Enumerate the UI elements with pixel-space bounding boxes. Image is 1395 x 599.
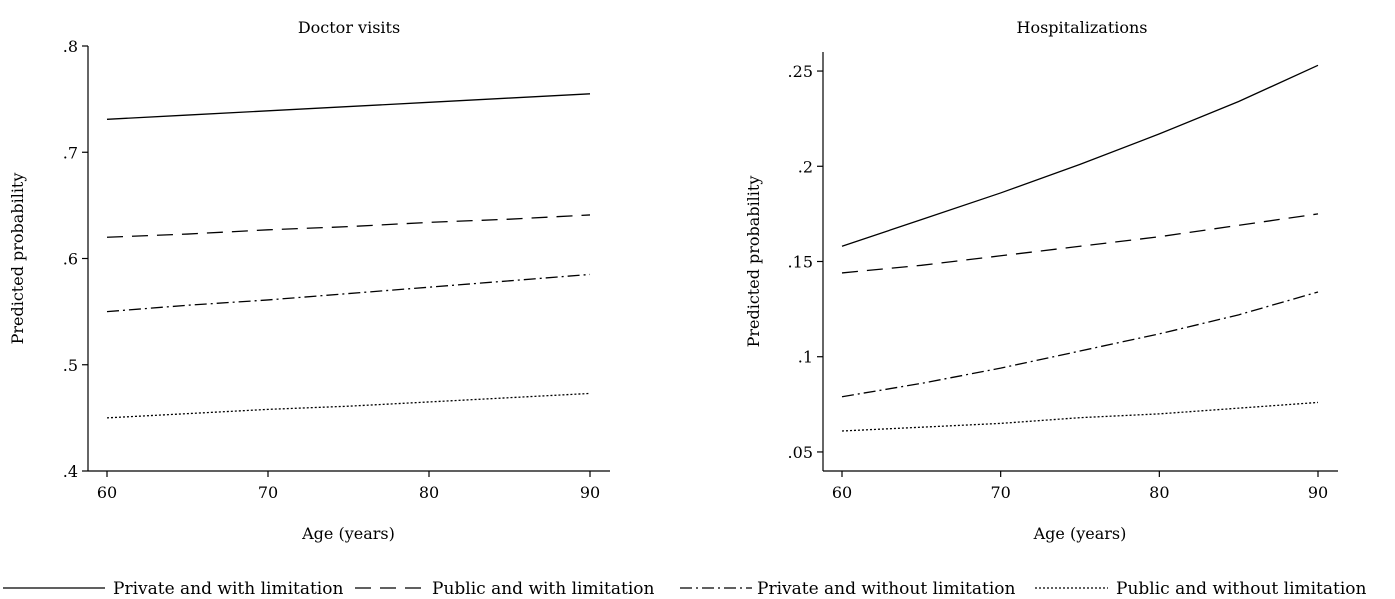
legend-label: Public and without limitation bbox=[1116, 579, 1367, 599]
legend-label: Private and with limitation bbox=[113, 579, 343, 599]
series-line-dotted bbox=[841, 401, 1319, 432]
series-line-dotted bbox=[106, 392, 591, 419]
hospitalizations-panel: Hospitalizations .05 .1 .15 .2 .25 60 70 80 90 Age… bbox=[744, 18, 1338, 543]
y-tick-label: .1 bbox=[798, 348, 813, 367]
y-tick-label: .25 bbox=[788, 62, 813, 81]
series-line-dashed bbox=[841, 213, 1319, 274]
y-tick-label: .05 bbox=[788, 443, 813, 462]
y-tick-label: .15 bbox=[788, 253, 813, 272]
y-tick-label: .2 bbox=[798, 157, 813, 176]
series-line-solid bbox=[841, 64, 1319, 247]
legend: Private and with limitation Public and wi… bbox=[3, 579, 1367, 599]
series-line-dashdot bbox=[841, 291, 1319, 398]
doctor-visits-panel: Doctor visits .4 .5 .6 .7 .8 60 70 80 90 Age (year… bbox=[8, 18, 610, 543]
series-line-solid bbox=[106, 93, 591, 120]
legend-label: Private and without limitation bbox=[757, 579, 1015, 599]
y-tick-label: .8 bbox=[63, 37, 78, 56]
x-tick-label: 80 bbox=[419, 483, 439, 502]
x-tick-label: 70 bbox=[990, 483, 1010, 502]
series-line-dashdot bbox=[106, 273, 591, 313]
x-tick-label: 90 bbox=[580, 483, 600, 502]
chart-title: Hospitalizations bbox=[1016, 18, 1147, 37]
y-tick-label: .5 bbox=[63, 356, 78, 375]
y-axis-label: Predicted probability bbox=[744, 176, 763, 348]
y-tick-label: .4 bbox=[63, 462, 78, 481]
y-axis-label: Predicted probability bbox=[8, 173, 27, 345]
y-tick-label: .7 bbox=[63, 143, 78, 162]
x-tick-label: 70 bbox=[258, 483, 278, 502]
series-line-dashed bbox=[106, 214, 591, 238]
x-tick-label: 60 bbox=[832, 483, 852, 502]
x-tick-label: 90 bbox=[1308, 483, 1328, 502]
x-axis-label: Age (years) bbox=[1033, 524, 1127, 543]
x-tick-label: 60 bbox=[97, 483, 117, 502]
y-tick-label: .6 bbox=[63, 250, 78, 269]
chart-title: Doctor visits bbox=[298, 18, 400, 37]
x-tick-label: 80 bbox=[1149, 483, 1169, 502]
x-axis-label: Age (years) bbox=[301, 524, 395, 543]
legend-label: Public and with limitation bbox=[432, 579, 655, 599]
